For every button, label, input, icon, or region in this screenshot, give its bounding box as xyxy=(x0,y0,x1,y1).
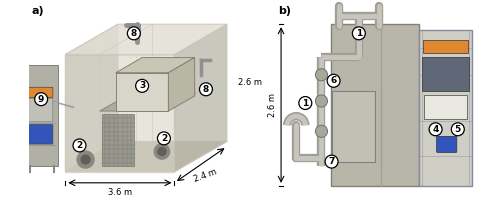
Polygon shape xyxy=(66,24,227,55)
Polygon shape xyxy=(424,95,467,119)
Polygon shape xyxy=(26,65,58,166)
Polygon shape xyxy=(332,91,375,162)
Polygon shape xyxy=(116,73,168,111)
Circle shape xyxy=(158,147,166,156)
FancyBboxPatch shape xyxy=(436,136,457,153)
Polygon shape xyxy=(66,141,227,172)
Polygon shape xyxy=(66,24,118,172)
Circle shape xyxy=(128,27,140,40)
Polygon shape xyxy=(66,55,174,172)
Text: 7: 7 xyxy=(328,157,335,166)
Polygon shape xyxy=(100,93,196,111)
Circle shape xyxy=(136,79,148,92)
Text: 3: 3 xyxy=(139,81,145,90)
FancyBboxPatch shape xyxy=(28,87,53,98)
FancyBboxPatch shape xyxy=(424,40,468,53)
Text: 8: 8 xyxy=(203,85,209,94)
Text: 8: 8 xyxy=(130,29,137,38)
Text: 3.6 m: 3.6 m xyxy=(108,188,132,198)
Text: 9: 9 xyxy=(38,95,44,104)
Text: 2: 2 xyxy=(76,141,82,150)
Circle shape xyxy=(316,125,328,137)
Polygon shape xyxy=(330,24,420,186)
Text: 2.6 m: 2.6 m xyxy=(268,93,277,117)
Text: 1: 1 xyxy=(302,99,308,107)
Circle shape xyxy=(316,95,328,107)
Circle shape xyxy=(299,97,312,109)
Text: 5: 5 xyxy=(454,125,461,134)
Circle shape xyxy=(327,74,340,87)
Text: 1: 1 xyxy=(356,29,362,38)
Circle shape xyxy=(81,155,90,164)
Circle shape xyxy=(200,83,212,96)
Polygon shape xyxy=(168,58,194,111)
Circle shape xyxy=(325,155,338,168)
Text: 2: 2 xyxy=(161,134,167,143)
Text: 2.6 m: 2.6 m xyxy=(238,78,262,87)
Circle shape xyxy=(429,123,442,136)
Polygon shape xyxy=(174,24,227,172)
Circle shape xyxy=(352,27,366,40)
FancyBboxPatch shape xyxy=(28,125,53,144)
Circle shape xyxy=(77,151,94,168)
Text: 6: 6 xyxy=(330,76,336,85)
Text: b): b) xyxy=(278,6,291,16)
Polygon shape xyxy=(102,114,134,166)
Circle shape xyxy=(34,93,48,106)
Polygon shape xyxy=(116,58,194,73)
Circle shape xyxy=(73,139,86,152)
Polygon shape xyxy=(420,30,472,186)
Polygon shape xyxy=(422,57,469,91)
FancyBboxPatch shape xyxy=(26,98,53,122)
Circle shape xyxy=(154,144,170,159)
Text: 4: 4 xyxy=(432,125,439,134)
Circle shape xyxy=(452,123,464,136)
Circle shape xyxy=(316,69,328,81)
Text: a): a) xyxy=(31,6,44,16)
Circle shape xyxy=(158,132,170,145)
Text: 2.4 m: 2.4 m xyxy=(193,168,218,184)
